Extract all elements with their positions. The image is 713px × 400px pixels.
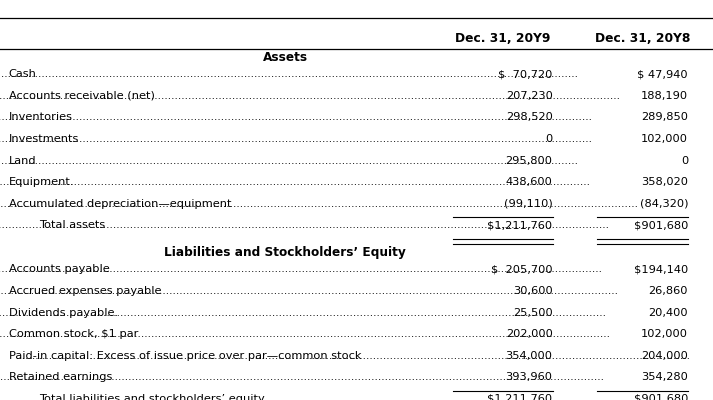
Text: 393,960: 393,960: [506, 372, 553, 382]
Text: 354,000: 354,000: [506, 351, 553, 361]
Text: ................................................................................: ........................................…: [0, 177, 591, 187]
Text: ................................................................................: ........................................…: [0, 199, 639, 209]
Text: $  70,720: $ 70,720: [498, 69, 553, 79]
Text: ................................................................................: ........................................…: [0, 394, 672, 400]
Text: $  205,700: $ 205,700: [491, 264, 553, 274]
Text: Total assets: Total assets: [39, 220, 106, 230]
Text: 289,850: 289,850: [641, 112, 688, 122]
Text: $1,211,760: $1,211,760: [488, 220, 553, 230]
Text: 102,000: 102,000: [641, 329, 688, 339]
Text: Accounts payable: Accounts payable: [9, 264, 109, 274]
Text: (84,320): (84,320): [640, 199, 688, 209]
Text: ................................................................................: ........................................…: [0, 91, 621, 101]
Text: $901,680: $901,680: [634, 394, 688, 400]
Text: Inventories: Inventories: [9, 112, 73, 122]
Text: Cash: Cash: [9, 69, 36, 79]
Text: 188,190: 188,190: [641, 91, 688, 101]
Text: Investments: Investments: [9, 134, 79, 144]
Text: Dec. 31, 20Y9: Dec. 31, 20Y9: [456, 32, 550, 45]
Text: 438,600: 438,600: [506, 177, 553, 187]
Text: 358,020: 358,020: [641, 177, 688, 187]
Text: ................................................................................: ........................................…: [0, 220, 610, 230]
Text: Accumulated depreciation—equipment: Accumulated depreciation—equipment: [9, 199, 231, 209]
Text: (99,110): (99,110): [504, 199, 553, 209]
Text: ................................................................................: ........................................…: [16, 351, 691, 361]
Text: ................................................................................: ........................................…: [0, 264, 603, 274]
Text: Paid-in capital: Excess of issue price over par—common stock: Paid-in capital: Excess of issue price o…: [9, 351, 361, 361]
Text: Dividends payable.: Dividends payable.: [9, 308, 118, 318]
Text: 298,520: 298,520: [506, 112, 553, 122]
Text: ................................................................................: ........................................…: [0, 372, 605, 382]
Text: Equipment.: Equipment.: [9, 177, 74, 187]
Text: ................................................................................: ........................................…: [0, 308, 607, 318]
Text: 20,400: 20,400: [648, 308, 688, 318]
Text: 0: 0: [681, 156, 688, 166]
Text: Total liabilities and stockholders’ equity.: Total liabilities and stockholders’ equi…: [39, 394, 267, 400]
Text: Accrued expenses payable: Accrued expenses payable: [9, 286, 161, 296]
Text: Retained earnings: Retained earnings: [9, 372, 112, 382]
Text: 207,230: 207,230: [506, 91, 553, 101]
Text: 202,000: 202,000: [506, 329, 553, 339]
Text: 295,800: 295,800: [506, 156, 553, 166]
Text: $901,680: $901,680: [634, 220, 688, 230]
Text: ................................................................................: ........................................…: [0, 156, 579, 166]
Text: $ 47,940: $ 47,940: [637, 69, 688, 79]
Text: ................................................................................: ........................................…: [0, 286, 619, 296]
Text: 204,000: 204,000: [641, 351, 688, 361]
Text: ................................................................................: ........................................…: [0, 329, 611, 339]
Text: Liabilities and Stockholders’ Equity: Liabilities and Stockholders’ Equity: [164, 246, 406, 259]
Text: Assets: Assets: [262, 51, 308, 64]
Text: 26,860: 26,860: [649, 286, 688, 296]
Text: $1,211,760: $1,211,760: [488, 394, 553, 400]
Text: 30,600: 30,600: [513, 286, 553, 296]
Text: ................................................................................: ........................................…: [0, 134, 593, 144]
Text: 0: 0: [545, 134, 553, 144]
Text: Accounts receivable (net): Accounts receivable (net): [9, 91, 155, 101]
Text: Land: Land: [9, 156, 36, 166]
Text: ................................................................................: ........................................…: [0, 112, 593, 122]
Text: Dec. 31, 20Y8: Dec. 31, 20Y8: [595, 32, 690, 45]
Text: ................................................................................: ........................................…: [0, 69, 579, 79]
Text: 354,280: 354,280: [641, 372, 688, 382]
Text: 25,500: 25,500: [513, 308, 553, 318]
Text: Common stock, $1 par: Common stock, $1 par: [9, 329, 138, 339]
Text: 102,000: 102,000: [641, 134, 688, 144]
Text: $194,140: $194,140: [634, 264, 688, 274]
